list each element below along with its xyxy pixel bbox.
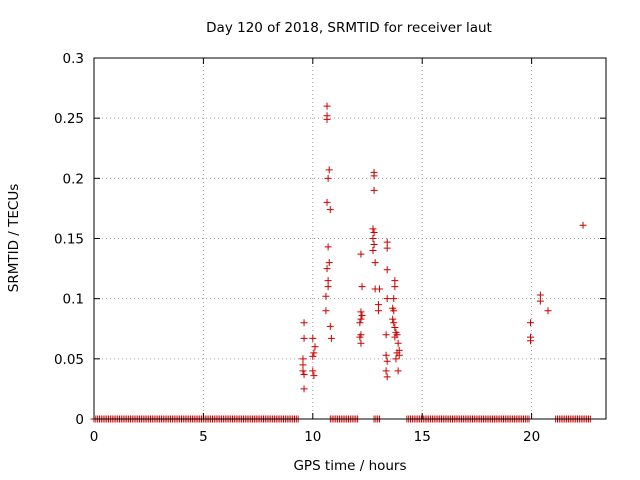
grid-lines	[94, 58, 606, 419]
y-tick-label: 0.25	[54, 111, 84, 127]
data-point	[376, 285, 384, 293]
data-point	[383, 295, 391, 303]
data-point	[391, 324, 399, 332]
data-point	[310, 372, 318, 380]
data-point	[536, 297, 544, 305]
data-point	[322, 307, 330, 315]
data-point	[383, 373, 391, 381]
chart-title: Day 120 of 2018, SRMTID for receiver lau…	[206, 20, 492, 36]
y-tick-label: 0.15	[54, 232, 84, 248]
y-tick-label: 0.3	[63, 51, 84, 67]
data-point	[323, 265, 331, 273]
data-point	[300, 334, 308, 342]
data-point	[324, 283, 332, 291]
data-point	[357, 308, 365, 316]
data-point	[391, 333, 399, 341]
data-point	[383, 238, 391, 246]
x-tick-label: 15	[414, 429, 431, 445]
data-point	[300, 370, 308, 378]
data-point	[370, 241, 378, 249]
data-point	[394, 367, 402, 375]
data-point	[369, 225, 377, 233]
data-point	[382, 367, 390, 375]
data-point	[300, 385, 308, 393]
data-point	[374, 307, 382, 315]
x-tick-label: 5	[199, 429, 208, 445]
x-tick-label: 10	[304, 429, 321, 445]
data-point	[358, 312, 366, 320]
data-point	[383, 357, 391, 365]
y-tick-label: 0.05	[54, 352, 84, 368]
data-point	[527, 337, 535, 345]
data-point	[383, 266, 391, 274]
data-point	[382, 331, 390, 339]
data-point	[391, 277, 399, 285]
data-point	[370, 228, 378, 236]
data-point	[389, 315, 397, 323]
data-point	[322, 292, 330, 300]
data-point	[390, 295, 398, 303]
x-tick-label: 0	[90, 429, 99, 445]
data-point	[394, 339, 402, 347]
data-point	[369, 235, 377, 242]
data-point	[323, 198, 331, 206]
data-point	[383, 244, 391, 252]
data-point	[309, 352, 317, 360]
data-point	[326, 322, 334, 330]
data-point	[370, 186, 378, 194]
data-point	[395, 351, 403, 359]
data-point	[536, 291, 544, 299]
x-axis-label: GPS time / hours	[293, 458, 406, 474]
data-point	[579, 221, 587, 229]
data-point	[325, 166, 333, 174]
data-point	[323, 102, 331, 110]
data-point	[310, 349, 318, 357]
y-tick-label: 0.2	[63, 171, 84, 187]
data-point	[323, 115, 331, 123]
data-point	[544, 307, 552, 315]
y-tick-label: 0	[75, 412, 84, 428]
data-point	[527, 319, 535, 327]
data-point	[299, 367, 307, 375]
x-tick-label: 20	[523, 429, 540, 445]
data-point	[390, 307, 398, 315]
data-point	[371, 259, 379, 267]
y-axis-label: SRMTID / TECUs	[6, 184, 22, 292]
data-point	[391, 283, 399, 291]
data-point	[311, 343, 319, 351]
data-point	[358, 283, 366, 291]
data-points	[299, 102, 587, 393]
data-point	[357, 250, 365, 258]
data-point	[325, 259, 333, 267]
data-point	[356, 319, 364, 327]
data-point	[309, 334, 317, 342]
axis-ticks: 0 5 10 15 20 0 0.05 0.1 0.15 0.2 0.25 0.3	[54, 51, 606, 445]
y-tick-label: 0.1	[63, 292, 84, 308]
data-point	[382, 351, 390, 359]
data-point	[374, 301, 382, 309]
data-point	[327, 334, 335, 342]
data-point	[324, 174, 332, 182]
data-point	[309, 367, 317, 375]
data-point	[324, 243, 332, 251]
data-point	[392, 355, 400, 363]
data-point	[357, 339, 365, 347]
data-point	[299, 355, 307, 363]
data-point	[369, 247, 377, 255]
data-point	[370, 172, 378, 180]
data-point	[326, 206, 334, 214]
data-point	[299, 361, 307, 369]
data-point	[390, 319, 398, 327]
data-point	[356, 333, 364, 341]
data-point	[300, 319, 308, 327]
data-point	[357, 315, 365, 323]
data-point	[324, 277, 332, 285]
